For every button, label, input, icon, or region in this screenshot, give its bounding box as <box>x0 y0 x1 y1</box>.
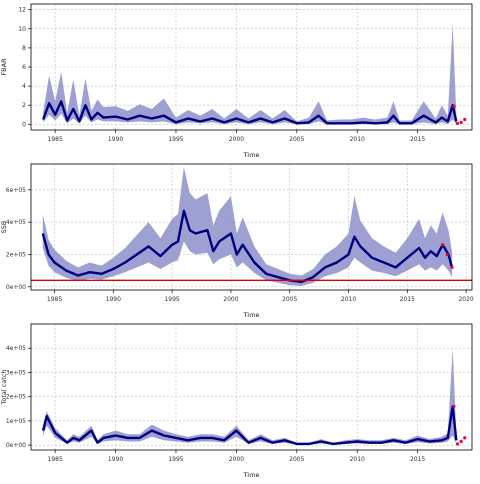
recent-point <box>450 265 454 269</box>
chart-panel-1: 1985 1990 1995 2000 2005 2010 2015 0 2 4 6 8 10 12 Tim… <box>0 3 473 159</box>
series-line <box>41 405 458 446</box>
y-axis-label: Total catch <box>0 369 8 405</box>
x-tick-label: 2005 <box>289 136 304 143</box>
x-tick-label: 1995 <box>164 296 179 303</box>
y-tick-label: 0e+00 <box>6 284 26 291</box>
y-tick-label: 10 <box>18 26 26 33</box>
x-tick-label: 1995 <box>168 136 183 143</box>
y-tick-label: 2e+05 <box>6 251 26 258</box>
recent-point <box>452 404 456 408</box>
y-tick-label: 8 <box>22 45 26 52</box>
x-tick-label: 2015 <box>410 456 425 463</box>
recent-point <box>455 442 460 446</box>
x-axis-label: Time <box>243 311 260 319</box>
x-tick-label: 2010 <box>350 456 365 463</box>
x-tick-label: 2020 <box>458 296 473 303</box>
y-axis-label: SSB <box>0 221 8 234</box>
y-tick-label: 3e+05 <box>6 369 26 376</box>
y-tick-label: 12 <box>18 7 26 14</box>
y-tick-label: 6e+05 <box>6 187 26 194</box>
y-tick-label: 2e+05 <box>6 394 26 401</box>
x-tick-label: 2010 <box>350 136 365 143</box>
recent-point <box>459 439 463 444</box>
y-tick-label: 4e+05 <box>6 219 26 226</box>
chart-panel-2: 1985 1990 1995 2000 2005 2010 2015 2020 0e+00 2e+… <box>0 163 474 319</box>
uncertainty-band <box>43 348 457 445</box>
recent-point <box>445 252 449 257</box>
y-tick-label: 0e+00 <box>6 442 26 449</box>
recent-point <box>459 120 463 124</box>
recent-point <box>452 104 456 108</box>
x-axis-label: Time <box>243 151 260 159</box>
chart-panel-3: 1985 1990 1995 2000 2005 2010 2015 0e+00 1e+05 2e… <box>0 323 473 479</box>
x-tick-label: 1985 <box>48 136 63 143</box>
x-tick-label: 1990 <box>108 136 123 143</box>
recent-point <box>463 436 467 440</box>
y-tick-label: 0 <box>22 121 26 128</box>
uncertainty-band <box>43 24 457 125</box>
plot-frame <box>30 163 473 291</box>
x-tick-label: 2000 <box>229 456 244 463</box>
x-tick-label: 1990 <box>108 456 123 463</box>
recent-point <box>441 243 445 247</box>
y-tick-label: 6 <box>22 64 26 71</box>
x-tick-label: 1995 <box>168 456 183 463</box>
series-line <box>41 209 454 284</box>
x-tick-label: 2005 <box>282 296 297 303</box>
x-tick-label: 1985 <box>47 296 62 303</box>
x-tick-label: 2015 <box>410 136 425 143</box>
recent-point <box>463 117 467 122</box>
x-tick-label: 2010 <box>341 296 356 303</box>
y-tick-label: 4e+05 <box>6 345 26 352</box>
x-tick-label: 2015 <box>400 296 415 303</box>
uncertainty-band <box>42 167 453 286</box>
x-tick-label: 1985 <box>48 456 63 463</box>
x-tick-label: 2005 <box>289 456 304 463</box>
x-tick-label: 1990 <box>106 296 121 303</box>
plot-frame <box>30 323 473 451</box>
y-tick-label: 1e+05 <box>6 418 26 425</box>
x-axis-label: Time <box>243 471 260 479</box>
series-line <box>41 100 458 125</box>
x-tick-label: 2000 <box>223 296 238 303</box>
y-axis-label: FBAR <box>0 58 8 76</box>
recent-point <box>455 121 460 125</box>
x-tick-label: 2000 <box>229 136 244 143</box>
y-tick-label: 2 <box>22 102 26 109</box>
y-tick-label: 4 <box>22 83 26 90</box>
